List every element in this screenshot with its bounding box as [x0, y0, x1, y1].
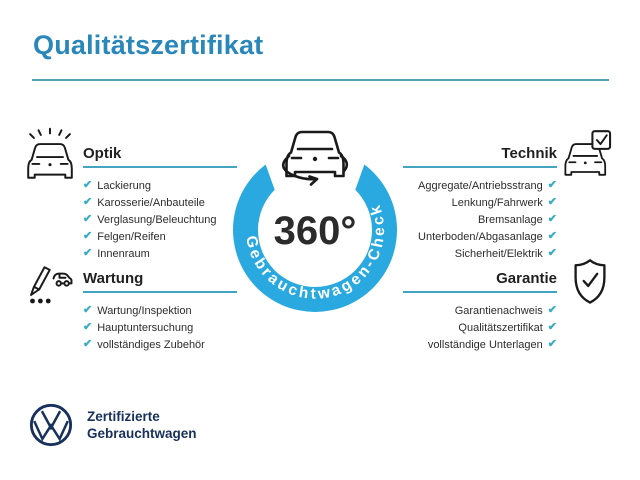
item-label: Innenraum [97, 247, 150, 260]
section-title: Garantie [496, 270, 557, 287]
checklist: ✔ Lackierung ✔ Karosserie/Anbauteile ✔ Verg… [83, 177, 237, 262]
list-item: Garantienachweis ✔ [403, 302, 557, 319]
list-item: Lenkung/Fahrwerk ✔ [403, 194, 557, 211]
list-item: ✔ Wartung/Inspektion [83, 302, 237, 319]
badge-360-check: Gebrauchtwagen-Check 360° [215, 120, 415, 340]
degrees-label: 360° [274, 209, 357, 253]
item-label: Garantienachweis [454, 304, 543, 317]
list-item: Bremsanlage ✔ [403, 211, 557, 228]
section-wartung: Wartung ✔ Wartung/Inspektion ✔ Hauptunters… [83, 269, 237, 353]
item-label: Hauptuntersuchung [97, 321, 194, 334]
check-icon: ✔ [83, 213, 93, 225]
check-icon: ✔ [83, 230, 93, 242]
check-icon: ✔ [547, 304, 557, 316]
check-icon: ✔ [547, 321, 557, 333]
check-icon: ✔ [83, 338, 93, 350]
check-icon: ✔ [547, 213, 557, 225]
list-item: ✔ vollständiges Zubehör [83, 336, 237, 353]
checklist: ✔ Wartung/Inspektion ✔ Hauptuntersuchung ✔… [83, 302, 237, 353]
list-item: Unterboden/Abgasanlage ✔ [403, 228, 557, 245]
header-divider [32, 79, 609, 81]
list-item: ✔ Innenraum [83, 245, 237, 262]
check-icon: ✔ [83, 321, 93, 333]
vw-logo [29, 403, 73, 447]
ring [232, 164, 397, 312]
list-item: Aggregate/Antriebsstrang ✔ [403, 177, 557, 194]
footer-line2: Gebrauchtwagen [87, 426, 197, 441]
item-label: Bremsanlage [477, 213, 543, 226]
list-item: Sicherheit/Elektrik ✔ [403, 245, 557, 262]
item-label: Wartung/Inspektion [97, 304, 192, 317]
section-optik: Optik ✔ Lackierung ✔ Karosserie/Anbauteile… [83, 144, 237, 262]
check-icon: ✔ [83, 179, 93, 191]
item-label: vollständiges Zubehör [97, 338, 205, 351]
item-label: Lackierung [97, 179, 152, 192]
item-label: Qualitätszertifikat [458, 321, 543, 334]
list-item: Qualitätszertifikat ✔ [403, 319, 557, 336]
section-underline [83, 166, 237, 168]
checklist: Aggregate/Antriebsstrang ✔ Lenkung/Fahrwe… [403, 177, 557, 262]
footer-text: Zertifizierte Gebrauchtwagen [87, 408, 197, 442]
item-label: vollständige Unterlagen [427, 338, 543, 351]
check-icon: ✔ [547, 230, 557, 242]
checklist: Garantienachweis ✔ Qualitätszertifikat ✔ v… [403, 302, 557, 353]
page-title: Qualitätszertifikat [33, 30, 264, 60]
car-checkbox-icon [563, 129, 613, 184]
section-underline [83, 291, 237, 293]
item-label: Sicherheit/Elektrik [454, 247, 543, 260]
check-icon: ✔ [547, 338, 557, 350]
section-title: Optik [83, 145, 122, 162]
car-shine-icon [24, 127, 76, 186]
section-title: Technik [501, 145, 557, 162]
section-technik: Technik Aggregate/Antriebsstrang ✔ Lenkun… [403, 144, 557, 262]
list-item: ✔ Lackierung [83, 177, 237, 194]
item-label: Aggregate/Antriebsstrang [418, 179, 543, 192]
list-item: ✔ Karosserie/Anbauteile [83, 194, 237, 211]
item-label: Lenkung/Fahrwerk [451, 196, 543, 209]
check-icon: ✔ [547, 196, 557, 208]
check-icon: ✔ [83, 304, 93, 316]
item-label: Karosserie/Anbauteile [97, 196, 205, 209]
list-item: vollständige Unterlagen ✔ [403, 336, 557, 353]
car-rotate-icon [281, 130, 349, 186]
item-label: Verglasung/Beleuchtung [97, 213, 217, 226]
check-icon: ✔ [83, 196, 93, 208]
list-item: ✔ Verglasung/Beleuchtung [83, 211, 237, 228]
section-title: Wartung [83, 270, 144, 287]
check-icon: ✔ [83, 247, 93, 259]
pencil-car-icon [25, 257, 73, 314]
check-icon: ✔ [547, 179, 557, 191]
footer-line1: Zertifizierte [87, 409, 160, 424]
shield-check-icon [572, 257, 608, 310]
item-label: Unterboden/Abgasanlage [418, 230, 543, 243]
item-label: Felgen/Reifen [97, 230, 166, 243]
section-garantie: Garantie Garantienachweis ✔ Qualitätszert… [403, 269, 557, 353]
check-icon: ✔ [547, 247, 557, 259]
list-item: ✔ Hauptuntersuchung [83, 319, 237, 336]
section-underline [403, 166, 557, 168]
footer-brand: Zertifizierte Gebrauchtwagen [28, 402, 197, 448]
section-underline [403, 291, 557, 293]
list-item: ✔ Felgen/Reifen [83, 228, 237, 245]
